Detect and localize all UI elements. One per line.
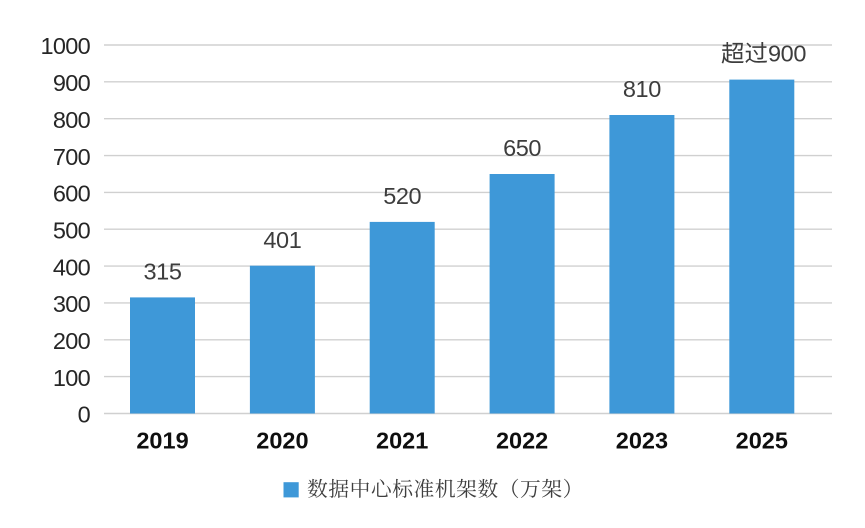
svg-text:520: 520 bbox=[383, 183, 421, 209]
svg-text:100: 100 bbox=[53, 365, 91, 391]
svg-text:1000: 1000 bbox=[41, 33, 91, 59]
svg-text:900: 900 bbox=[768, 41, 806, 67]
svg-text:2023: 2023 bbox=[616, 427, 668, 453]
svg-text:2020: 2020 bbox=[256, 427, 308, 453]
svg-text:401: 401 bbox=[263, 227, 301, 253]
svg-text:500: 500 bbox=[53, 217, 91, 243]
svg-text:2022: 2022 bbox=[496, 427, 548, 453]
svg-text:800: 800 bbox=[53, 107, 91, 133]
svg-text:2019: 2019 bbox=[136, 427, 188, 453]
svg-text:650: 650 bbox=[503, 135, 541, 161]
svg-text:200: 200 bbox=[53, 328, 91, 354]
svg-text:400: 400 bbox=[53, 254, 91, 280]
svg-text:0: 0 bbox=[78, 402, 91, 428]
svg-text:700: 700 bbox=[53, 144, 91, 170]
svg-text:600: 600 bbox=[53, 181, 91, 207]
svg-text:315: 315 bbox=[143, 259, 181, 285]
svg-text:900: 900 bbox=[53, 70, 91, 96]
svg-text:2021: 2021 bbox=[376, 427, 428, 453]
svg-text:810: 810 bbox=[623, 76, 661, 102]
svg-text:300: 300 bbox=[53, 291, 91, 317]
svg-text:2025: 2025 bbox=[736, 427, 788, 453]
